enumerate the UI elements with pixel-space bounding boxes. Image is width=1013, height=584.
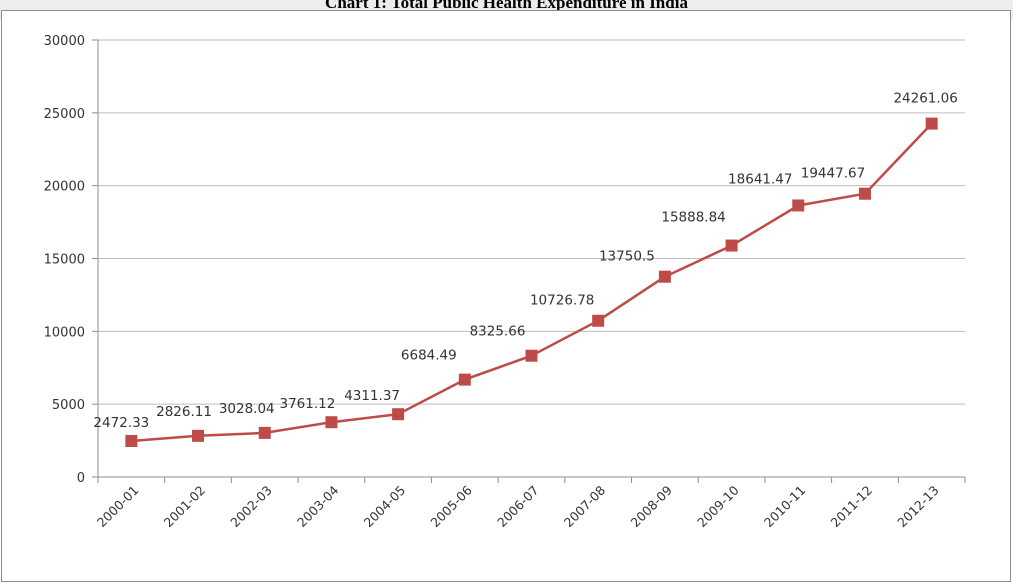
data-point-marker: [725, 239, 738, 252]
data-label: 19447.67: [801, 166, 865, 182]
data-point-marker: [658, 270, 671, 283]
y-tick-label: 10000: [44, 325, 85, 340]
data-label: 13750.5: [599, 249, 655, 265]
data-point-marker: [792, 199, 805, 212]
data-point-marker: [858, 187, 871, 200]
chart-title: Chart 1: Total Public Health Expenditure…: [325, 0, 688, 10]
x-axis-ticks: 2000-01 2001-02 2002-03 2003-04 2004-05 2005-…: [94, 477, 966, 531]
data-point-marker: [125, 434, 138, 447]
data-labels: 2472.33 2826.11 3028.04 3761.12 4311.37 6684.…: [93, 91, 957, 431]
chart-area: [1, 10, 1011, 582]
x-tick-label: 2000-01: [94, 483, 142, 531]
series-layer: [125, 117, 938, 447]
data-label: 2826.11: [156, 404, 212, 420]
y-tick-label: 0: [77, 471, 85, 486]
y-axis-ticks: 0 5000 10000 15000 20000 25000 30000: [44, 34, 98, 486]
x-tick-label: 2004-05: [361, 483, 409, 531]
x-tick-label: 2005-06: [427, 482, 475, 530]
y-tick-label: 25000: [44, 107, 85, 122]
x-tick-label: 2006-07: [494, 483, 542, 531]
data-label: 2472.33: [93, 415, 149, 431]
data-point-marker: [192, 429, 205, 442]
data-label: 3761.12: [280, 396, 336, 412]
x-tick-label: 2003-04: [294, 482, 342, 530]
x-tick-label: 2001-02: [161, 483, 209, 531]
x-tick-label: 2011-12: [828, 483, 876, 531]
data-point-marker: [258, 426, 271, 439]
y-tick-label: 20000: [44, 180, 85, 195]
y-tick-label: 15000: [44, 253, 85, 268]
x-tick-label: 2010-11: [761, 483, 809, 531]
data-label: 3028.04: [219, 401, 275, 417]
data-label: 24261.06: [893, 91, 957, 107]
data-label: 18641.47: [728, 171, 792, 187]
y-tick-label: 30000: [44, 34, 85, 49]
data-point-marker: [458, 373, 471, 386]
x-tick-label: 2012-13: [894, 483, 942, 531]
data-label: 8325.66: [470, 324, 526, 340]
data-label: 15888.84: [661, 210, 725, 226]
x-tick-label: 2007-08: [561, 482, 609, 530]
data-label: 4311.37: [344, 388, 400, 404]
gridlines: [98, 39, 965, 405]
data-label: 6684.49: [401, 348, 457, 364]
x-tick-label: 2002-03: [227, 483, 275, 531]
data-point-marker: [325, 416, 338, 429]
y-tick-label: 5000: [52, 398, 85, 413]
data-point-marker: [592, 314, 605, 327]
data-point-marker: [392, 408, 405, 421]
data-point-marker: [525, 349, 538, 362]
data-label: 10726.78: [530, 293, 594, 309]
chart-title-band: Chart 1: Total Public Health Expenditure…: [0, 0, 1013, 10]
x-tick-label: 2009-10: [694, 482, 742, 530]
data-point-marker: [925, 117, 938, 130]
x-tick-label: 2008-09: [627, 482, 675, 530]
